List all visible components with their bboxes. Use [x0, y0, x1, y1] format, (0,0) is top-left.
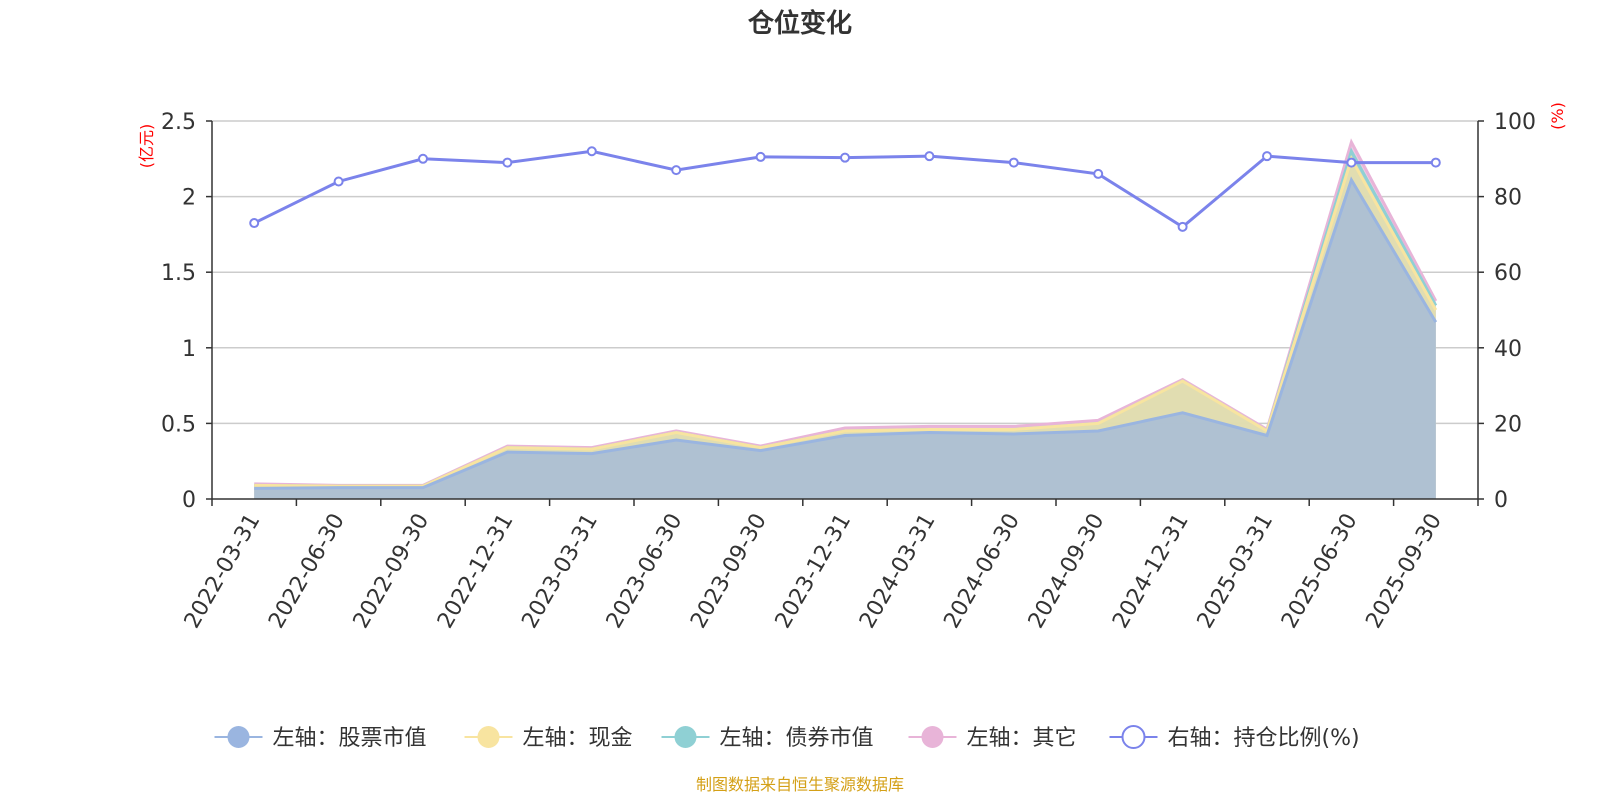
- area-0-line: [254, 176, 1438, 490]
- x-tick-label: 2022-03-31: [180, 510, 266, 633]
- data-source-note: 制图数据来自恒生聚源数据库: [696, 775, 904, 794]
- ratio-point: [586, 146, 597, 157]
- legend-marker-icon: [674, 726, 697, 748]
- y-left-tick-label: 2: [182, 186, 196, 211]
- legend-item: 左轴：股票市值: [214, 726, 427, 751]
- legend-item: 左轴：债券市值: [661, 726, 874, 751]
- legend-label: 右轴：持仓比例(%): [1168, 726, 1360, 751]
- legend: 左轴：股票市值 左轴：现金 左轴：债券市值 左轴：其它 右轴：持仓比例(%): [214, 725, 1360, 751]
- ratio-point: [1262, 151, 1272, 162]
- grid-lines: [212, 120, 1478, 425]
- x-tick-label: 2024-03-31: [855, 510, 941, 633]
- ratio-point: [333, 176, 344, 187]
- x-tick-label: 2025-09-30: [1361, 510, 1447, 633]
- y-right-tick-label: 80: [1494, 186, 1522, 211]
- ratio-point: [1008, 157, 1019, 168]
- legend-item: 右轴：持仓比例(%): [1109, 725, 1360, 751]
- ratio-point: [924, 151, 935, 162]
- y-right-tick-label: 100: [1494, 110, 1536, 135]
- y-left-tick-label: 1: [182, 337, 196, 362]
- x-tick-label: 2022-09-30: [349, 510, 435, 633]
- legend-label: 左轴：债券市值: [720, 726, 874, 751]
- ratio-point: [418, 153, 428, 164]
- stacked-areas: [254, 138, 1438, 500]
- ratio-point: [249, 218, 260, 229]
- legend-label: 左轴：现金: [523, 726, 633, 751]
- legend-marker-icon: [227, 726, 250, 748]
- area-0: [254, 179, 1436, 499]
- right-axis-unit: (%): [1548, 102, 1567, 130]
- x-tick-label: 2024-12-31: [1108, 510, 1194, 633]
- ratio-point: [1346, 157, 1357, 168]
- chart-title: 仓位变化: [747, 8, 852, 39]
- left-axis-unit: (亿元): [137, 124, 156, 169]
- x-tick-label: 2024-06-30: [939, 510, 1025, 633]
- holding-ratio-line: [249, 146, 1441, 232]
- y-right-tick-label: 40: [1494, 337, 1522, 362]
- y-left-tick-label: 0.5: [161, 412, 196, 437]
- legend-label: 左轴：其它: [967, 726, 1077, 751]
- y-left-tick-label: 0: [182, 488, 196, 513]
- area-1-line: [254, 155, 1438, 488]
- legend-marker-icon: [1121, 725, 1146, 749]
- y-right-tick-label: 0: [1494, 488, 1508, 513]
- x-tick-label: 2023-09-30: [686, 510, 772, 633]
- ratio-point: [1430, 157, 1441, 168]
- legend-label: 左轴：股票市值: [273, 726, 427, 751]
- y-right-tick-label: 20: [1494, 412, 1522, 437]
- x-tick-label: 2022-12-31: [433, 510, 519, 633]
- legend-item: 左轴：现金: [464, 726, 633, 751]
- y-left-tick-label: 1.5: [161, 261, 196, 286]
- ratio-point: [755, 151, 766, 162]
- ratio-point: [671, 165, 682, 176]
- legend-item: 左轴：其它: [908, 726, 1077, 751]
- x-tick-label: 2022-06-30: [264, 510, 350, 633]
- ratio-point: [1177, 221, 1188, 232]
- x-tick-label: 2025-06-30: [1277, 510, 1363, 633]
- ratio-point: [1093, 168, 1104, 179]
- y-left-tick-label: 2.5: [161, 110, 196, 135]
- legend-marker-icon: [921, 726, 944, 748]
- x-tick-label: 2023-12-31: [771, 510, 857, 633]
- ratio-point: [840, 152, 850, 163]
- ratio-point: [502, 157, 513, 168]
- legend-marker-icon: [477, 726, 500, 748]
- x-tick-label: 2023-03-31: [517, 510, 603, 633]
- x-tick-label: 2023-06-30: [602, 510, 688, 633]
- area-1: [254, 158, 1436, 500]
- x-tick-label: 2025-03-31: [1193, 510, 1279, 633]
- y-right-tick-label: 60: [1494, 261, 1522, 286]
- x-tick-label: 2024-09-30: [1024, 510, 1110, 633]
